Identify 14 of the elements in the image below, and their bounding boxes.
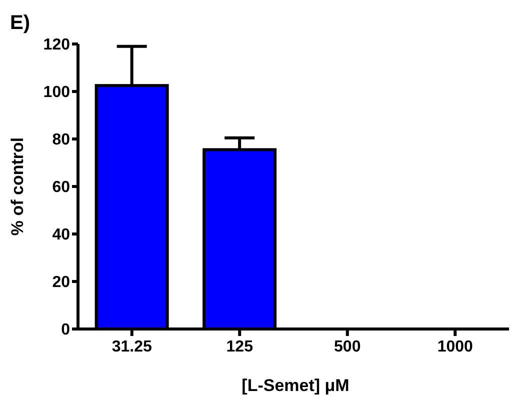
y-tick-label: 100 bbox=[43, 84, 70, 102]
y-tick-label: 40 bbox=[52, 226, 70, 244]
y-tick-label: 120 bbox=[43, 36, 70, 54]
x-tick-label: 31.25 bbox=[112, 338, 152, 356]
y-tick-label: 0 bbox=[61, 322, 70, 339]
y-tick-label: 20 bbox=[52, 274, 70, 292]
x-axis-title: [L-Semet] μM bbox=[240, 376, 350, 396]
chart-title: E) bbox=[10, 12, 30, 35]
y-axis-title: % of control bbox=[8, 137, 28, 236]
y-tick-label: 80 bbox=[52, 132, 70, 149]
x-tick-label: 500 bbox=[334, 338, 361, 356]
y-tick-label: 60 bbox=[52, 179, 70, 196]
x-tick-label: 1000 bbox=[437, 338, 474, 356]
x-tick-label: 125 bbox=[226, 338, 254, 356]
